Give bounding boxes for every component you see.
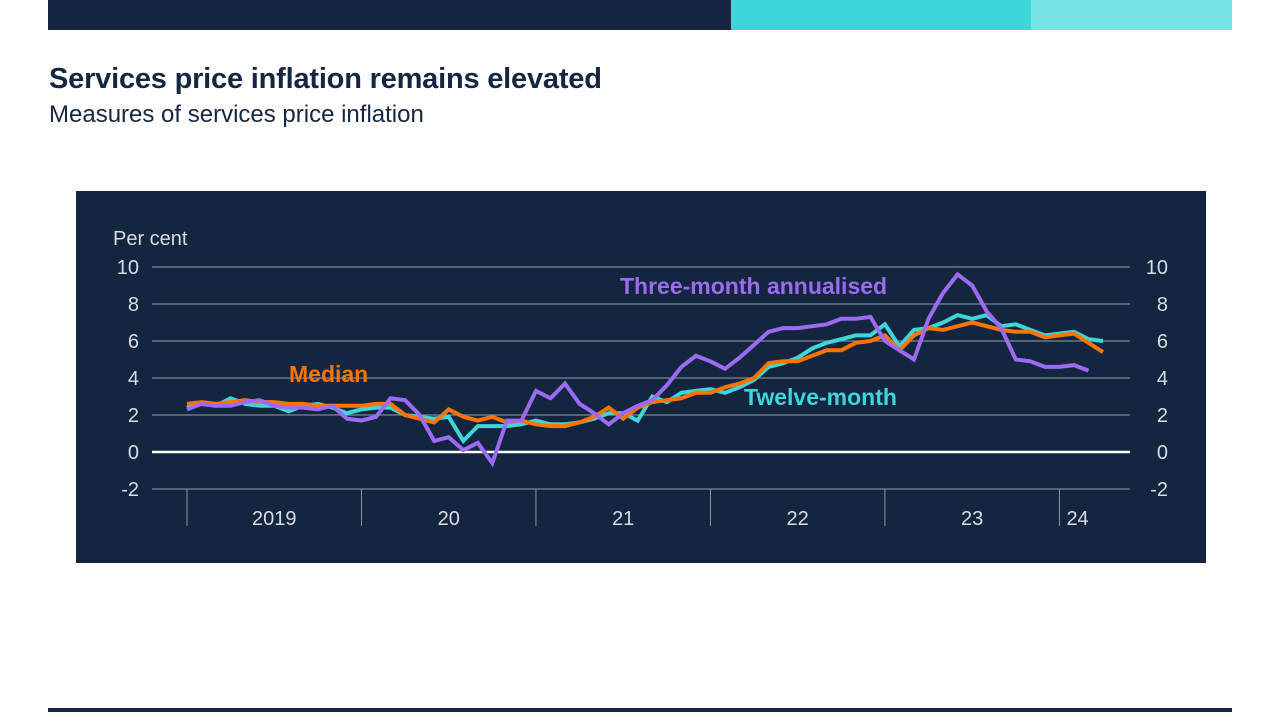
x-tick-24: 24 bbox=[1066, 508, 1088, 530]
series-lines bbox=[186, 271, 1105, 468]
y-axis-right: 10 8 6 4 2 0 -2 bbox=[1146, 257, 1168, 501]
header-bar-light-teal bbox=[1031, 0, 1232, 30]
label-median: Median bbox=[289, 361, 368, 387]
y-tick-left-0: 0 bbox=[128, 442, 139, 464]
x-axis: 2019 20 21 22 23 24 bbox=[186, 489, 1089, 530]
y-tick-right--2: -2 bbox=[1150, 479, 1168, 501]
y-axis-left: 10 8 6 4 2 0 -2 bbox=[117, 257, 139, 501]
x-tick-2019: 2019 bbox=[252, 508, 296, 530]
y-tick-left-6: 6 bbox=[128, 331, 139, 353]
y-tick-left-4: 4 bbox=[128, 368, 139, 390]
chart-title: Services price inflation remains elevate… bbox=[49, 63, 602, 95]
y-tick-right-4: 4 bbox=[1157, 368, 1168, 390]
y-tick-right-10: 10 bbox=[1146, 257, 1168, 279]
y-tick-right-0: 0 bbox=[1157, 442, 1168, 464]
chart-panel: 2019 20 21 22 23 24 Per cent 10 8 6 4 2 0 -2 10 8 6 4 2… bbox=[76, 191, 1206, 563]
y-tick-right-8: 8 bbox=[1157, 294, 1168, 316]
x-tick-20: 20 bbox=[438, 508, 460, 530]
x-tick-22: 22 bbox=[787, 508, 809, 530]
y-axis-label: Per cent bbox=[113, 228, 188, 250]
header-bar-navy bbox=[48, 0, 731, 30]
y-tick-right-2: 2 bbox=[1157, 405, 1168, 427]
footer-rule bbox=[48, 708, 1232, 712]
label-twelve-month: Twelve-month bbox=[744, 384, 897, 410]
label-three-month-annualised: Three-month annualised bbox=[620, 273, 887, 299]
header-bar-teal bbox=[731, 0, 1031, 30]
y-tick-left--2: -2 bbox=[121, 479, 139, 501]
x-tick-23: 23 bbox=[961, 508, 983, 530]
series-three-month-annualised bbox=[186, 271, 1090, 468]
series-labels: Median Three-month annualised Twelve-mon… bbox=[289, 273, 897, 410]
x-tick-21: 21 bbox=[612, 508, 634, 530]
y-tick-left-8: 8 bbox=[128, 294, 139, 316]
chart-subtitle: Measures of services price inflation bbox=[49, 101, 424, 128]
y-tick-left-2: 2 bbox=[128, 405, 139, 427]
y-tick-right-6: 6 bbox=[1157, 331, 1168, 353]
y-tick-left-10: 10 bbox=[117, 257, 139, 279]
